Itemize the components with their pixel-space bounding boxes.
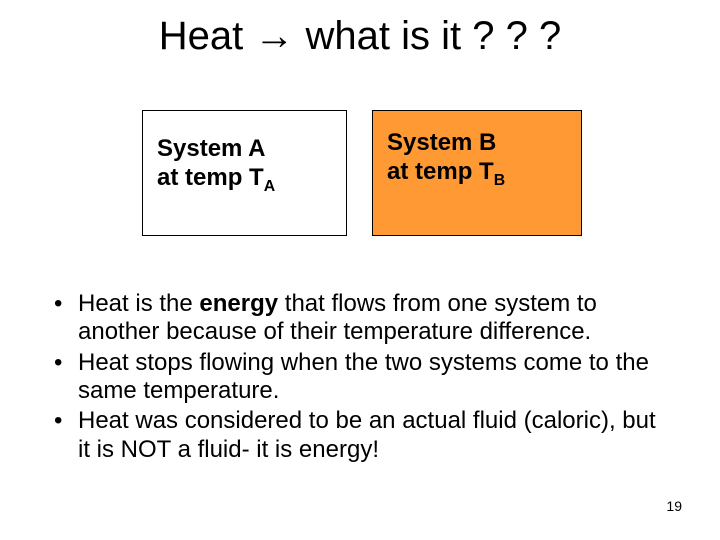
- bullet-post: Heat was considered to be an actual flui…: [78, 407, 656, 462]
- list-item: Heat was considered to be an actual flui…: [54, 407, 674, 464]
- arrow-icon: →: [254, 14, 294, 58]
- slide: Heat → what is it ? ? ? System A at temp…: [0, 0, 720, 540]
- bullet-post: Heat stops flowing when the two systems …: [78, 349, 649, 404]
- system-a-box: System A at temp TA: [142, 110, 347, 236]
- system-b-box: System B at temp TB: [372, 110, 582, 236]
- system-boxes: System A at temp TA System B at temp TB: [0, 110, 720, 240]
- bullet-bold: energy: [199, 290, 278, 317]
- bullet-list: Heat is the energy that flows from one s…: [54, 290, 674, 466]
- list-item: Heat stops flowing when the two systems …: [54, 349, 674, 406]
- system-b-line2: at temp TB: [387, 158, 567, 187]
- system-b-subscript: B: [494, 172, 505, 189]
- system-b-line1: System B: [387, 129, 567, 158]
- system-a-line2: at temp TA: [157, 164, 332, 193]
- title-pre: Heat: [159, 14, 255, 58]
- system-a-line2-pre: at temp T: [157, 164, 264, 191]
- slide-title: Heat → what is it ? ? ?: [0, 14, 720, 59]
- system-a-subscript: A: [264, 178, 275, 195]
- system-b-line2-pre: at temp T: [387, 158, 494, 185]
- list-item: Heat is the energy that flows from one s…: [54, 290, 674, 347]
- page-number: 19: [666, 498, 682, 514]
- system-a-line1: System A: [157, 135, 332, 164]
- title-post: what is it ? ? ?: [294, 14, 561, 58]
- bullet-pre: Heat is the: [78, 290, 199, 317]
